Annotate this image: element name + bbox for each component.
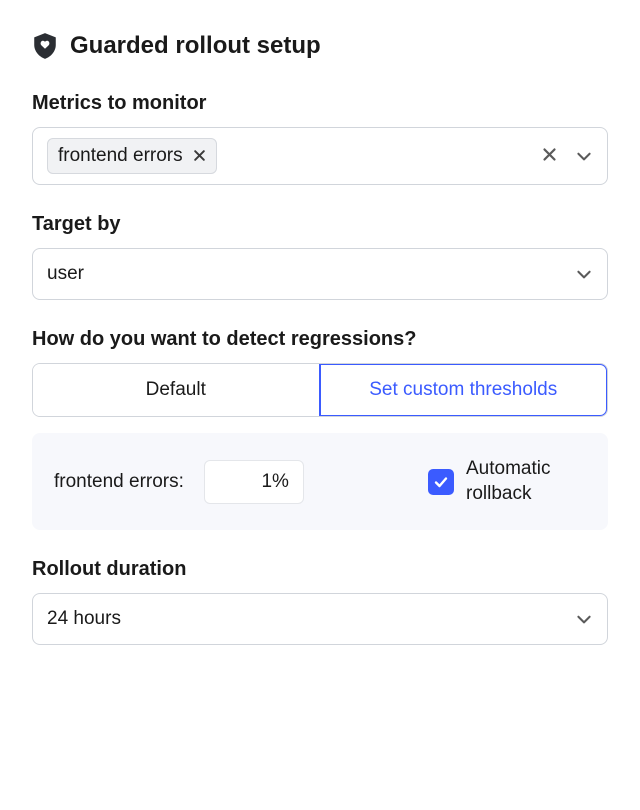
page-title: Guarded rollout setup [70, 32, 321, 60]
threshold-input[interactable]: 1% [204, 460, 304, 504]
auto-rollback-checkbox[interactable] [428, 469, 454, 495]
metrics-label: Metrics to monitor [32, 92, 608, 115]
target-value: user [47, 263, 84, 285]
regression-mode-segmented: Default Set custom thresholds [32, 363, 608, 417]
duration-select[interactable]: 24 hours [32, 593, 608, 645]
metrics-field: Metrics to monitor frontend errors [32, 92, 608, 185]
target-label: Target by [32, 213, 608, 236]
shield-heart-icon [32, 32, 58, 60]
metrics-select[interactable]: frontend errors [32, 127, 608, 185]
chevron-down-icon[interactable] [575, 147, 593, 165]
select-controls [542, 146, 593, 166]
target-field: Target by user [32, 213, 608, 300]
chevron-down-icon[interactable] [575, 265, 593, 283]
duration-field: Rollout duration 24 hours [32, 558, 608, 645]
regressions-label: How do you want to detect regressions? [32, 328, 608, 351]
chip-remove-icon[interactable] [193, 147, 206, 165]
threshold-panel: frontend errors: 1% Automatic rollback [32, 433, 608, 530]
threshold-metric-label: frontend errors: [54, 471, 184, 493]
metrics-chip-container: frontend errors [47, 138, 217, 174]
duration-label: Rollout duration [32, 558, 608, 581]
regressions-field: How do you want to detect regressions? D… [32, 328, 608, 530]
chevron-down-icon[interactable] [575, 610, 593, 628]
auto-rollback-option: Automatic rollback [428, 457, 586, 506]
page-header: Guarded rollout setup [32, 32, 608, 60]
metric-chip-label: frontend errors [58, 145, 183, 167]
duration-value: 24 hours [47, 608, 121, 630]
clear-all-icon[interactable] [542, 146, 557, 166]
segment-custom[interactable]: Set custom thresholds [319, 363, 609, 417]
segment-default[interactable]: Default [33, 364, 319, 416]
auto-rollback-label: Automatic rollback [466, 457, 586, 506]
metric-chip[interactable]: frontend errors [47, 138, 217, 174]
target-select[interactable]: user [32, 248, 608, 300]
